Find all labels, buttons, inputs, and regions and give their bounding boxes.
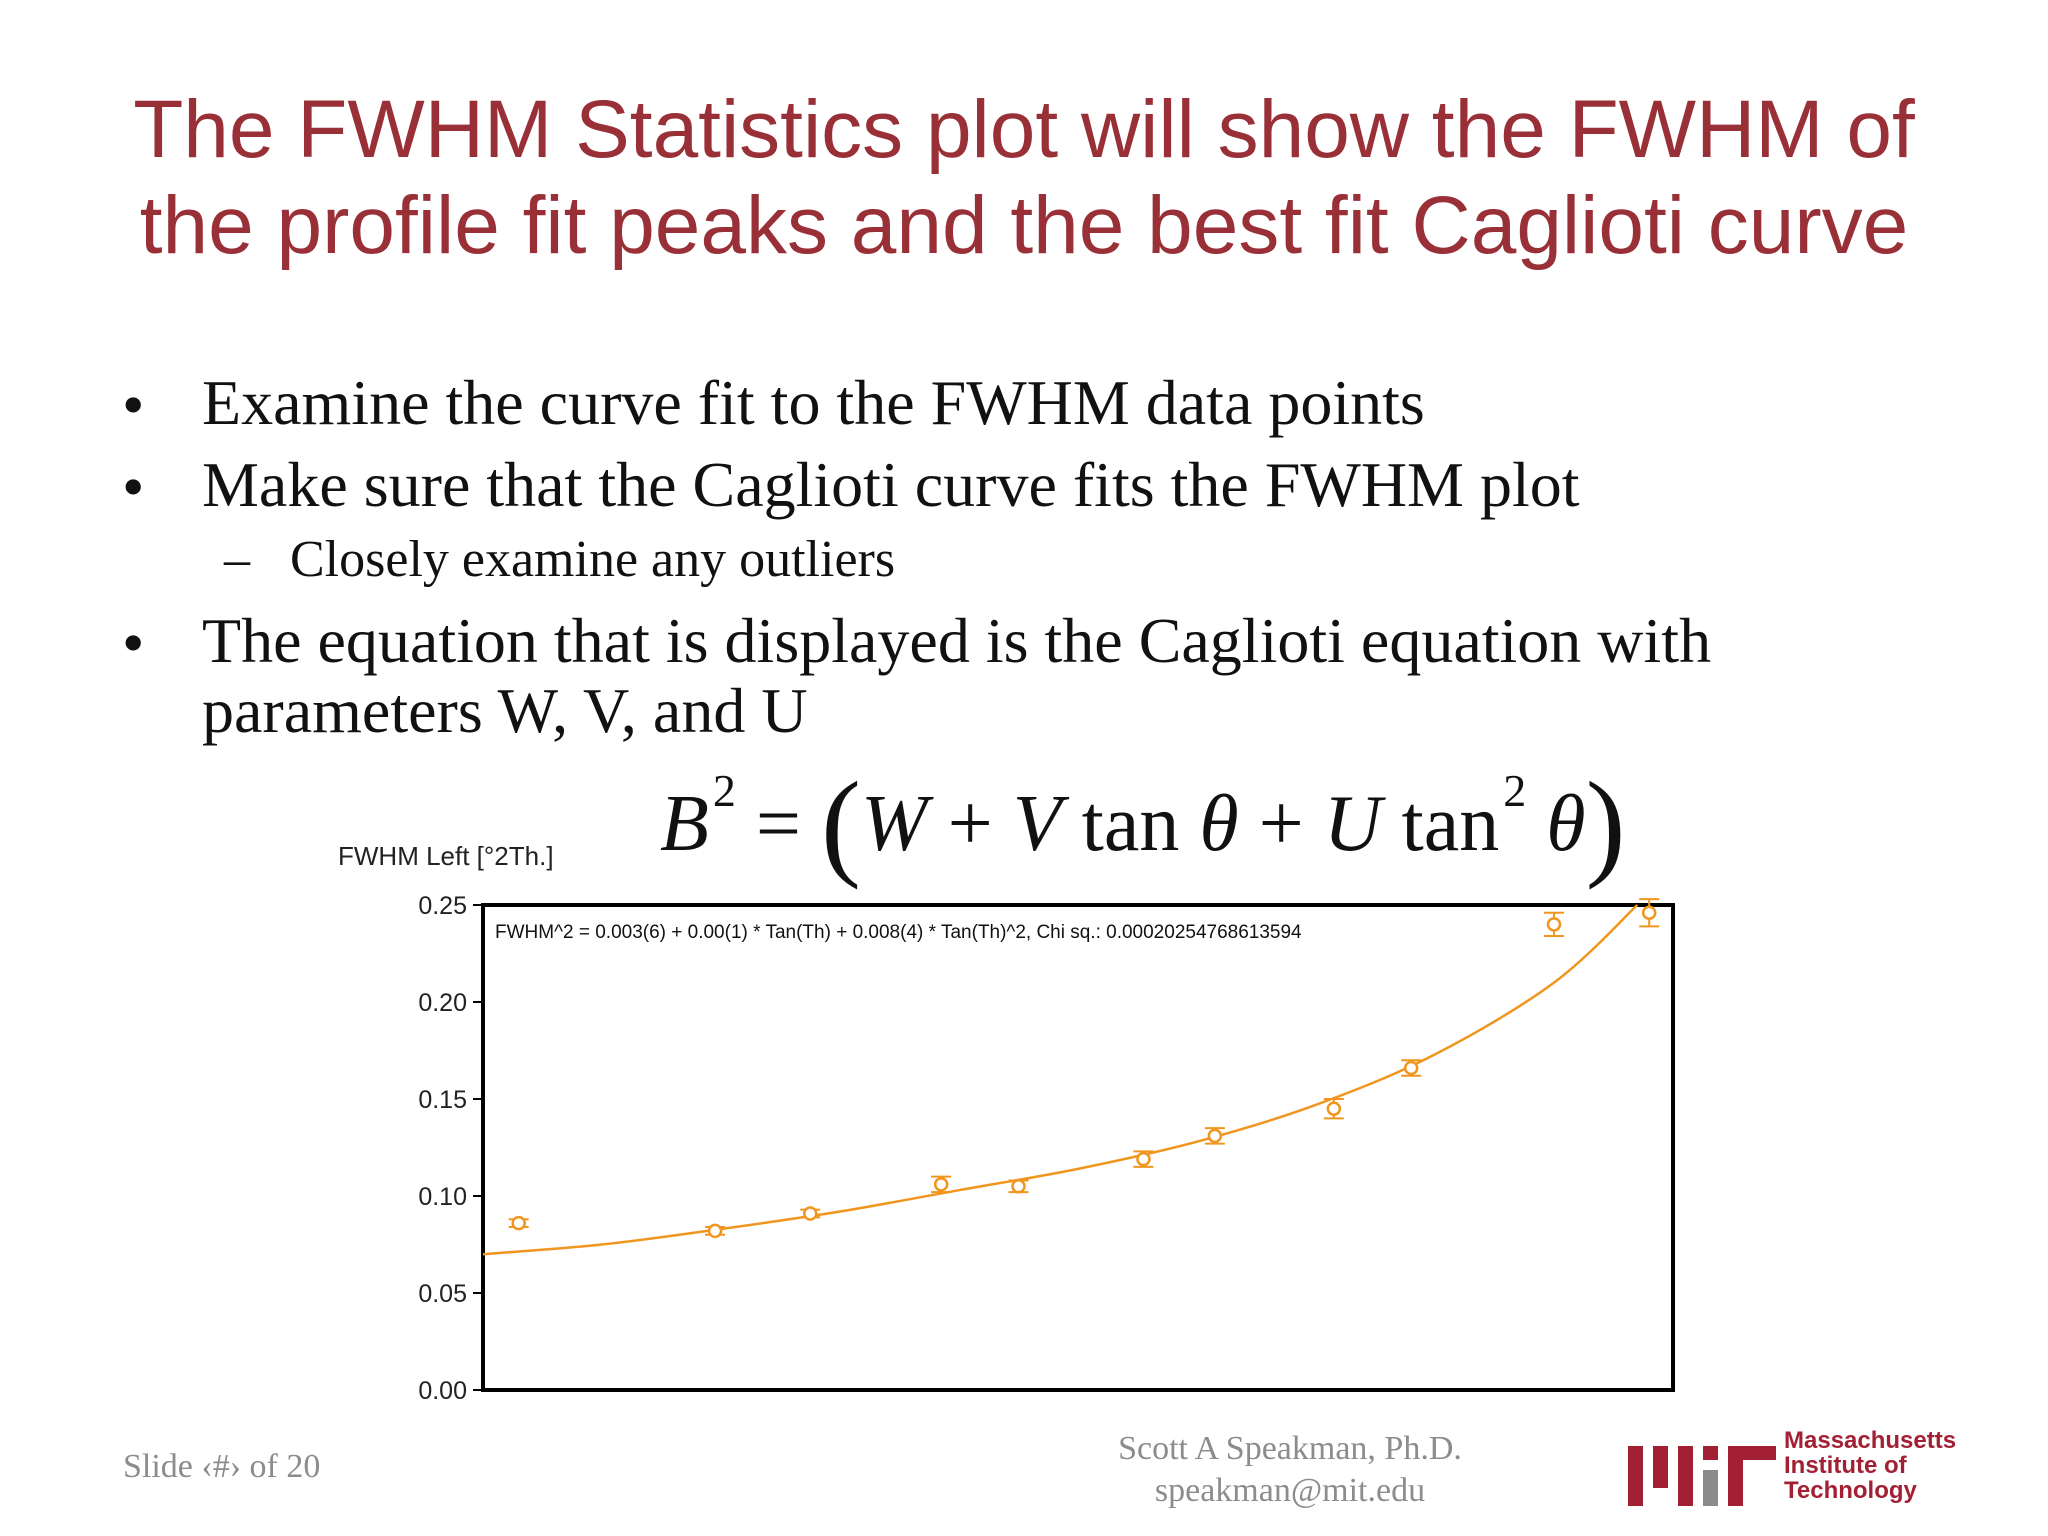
data-point xyxy=(1008,1179,1029,1194)
caglioti-fit-curve xyxy=(482,904,1639,1256)
mit-logo-icon xyxy=(1628,1446,1776,1506)
y-tick-label: 0.05 xyxy=(418,1280,467,1308)
fwhm-chart: FWHM Left [°2Th.] 0.000.050.100.150.200.… xyxy=(338,841,1675,1405)
data-point-marker xyxy=(933,1177,949,1192)
bullet-marker: • xyxy=(122,607,145,678)
bullet-marker: • xyxy=(122,451,145,522)
plot-frame xyxy=(481,903,1675,1392)
fit-equation-annotation: FWHM^2 = 0.003(6) + 0.00(1) * Tan(Th) + … xyxy=(495,922,1302,943)
mit-logo-text: Massachusetts Institute of Technology xyxy=(1784,1428,1956,1503)
y-axis: 0.00 0.05 0.10 0.15 0.20 0.25 xyxy=(418,892,483,1405)
y-tick-label: 0.25 xyxy=(418,892,467,920)
data-point-marker xyxy=(1136,1151,1151,1167)
eq-b: B xyxy=(660,780,709,868)
author-email: speakman@mit.edu xyxy=(1154,1472,1426,1509)
footer-author-block: Scott A Speakman, Ph.D. speakman@mit.edu xyxy=(1020,1428,1560,1512)
data-point-marker xyxy=(1641,905,1657,921)
eq-plus: + xyxy=(947,780,993,868)
data-point xyxy=(1401,1059,1422,1077)
eq-b-exponent: 2 xyxy=(712,765,736,816)
data-point-marker xyxy=(1326,1101,1342,1116)
data-point xyxy=(508,1215,529,1231)
logo-line-3: Technology xyxy=(1784,1477,1917,1504)
slide-title-line-1: The FWHM Statistics plot will show the F… xyxy=(133,84,1915,175)
y-tick-label: 0.20 xyxy=(418,989,467,1017)
data-point xyxy=(931,1175,952,1194)
eq-v: V xyxy=(1012,780,1062,868)
caglioti-equation: B2 = (W + V tan θ + U tan2 θ) xyxy=(660,755,1626,893)
data-point xyxy=(1544,911,1564,938)
data-point-marker xyxy=(1403,1060,1419,1076)
eq-close-paren: ) xyxy=(1585,757,1626,890)
y-tick-label: 0.10 xyxy=(418,1183,467,1211)
eq-tan: tan xyxy=(1401,780,1500,868)
y-axis-label: FWHM Left [°2Th.] xyxy=(338,841,554,871)
data-point-marker xyxy=(511,1215,526,1231)
y-tick-label: 0.15 xyxy=(418,1086,467,1114)
data-point xyxy=(1204,1127,1225,1145)
eq-theta: θ xyxy=(1199,780,1239,868)
eq-u: U xyxy=(1323,780,1382,868)
data-point xyxy=(705,1223,726,1239)
sub-bullet-marker: – xyxy=(224,531,250,588)
data-point xyxy=(1323,1098,1344,1120)
slide-title-line-2: the profile fit peaks and the best fit C… xyxy=(139,180,1909,271)
bullet-marker: • xyxy=(122,369,145,440)
bullet-3-continued: parameters W, V, and U xyxy=(202,675,808,746)
author-name: Scott A Speakman, Ph.D. xyxy=(1118,1430,1462,1467)
data-point-marker xyxy=(1546,917,1562,932)
slide-title: The FWHM Statistics plot will show the F… xyxy=(120,82,1928,274)
eq-plus: + xyxy=(1258,780,1304,868)
bullet-1: Examine the curve fit to the FWHM data p… xyxy=(202,367,1425,438)
data-point xyxy=(1133,1150,1154,1168)
eq-w: W xyxy=(860,780,928,868)
eq-equals: = xyxy=(755,780,801,868)
sub-bullet-1: Closely examine any outliers xyxy=(290,531,896,588)
logo-line-2: Institute of xyxy=(1784,1452,1907,1479)
bullet-3: The equation that is displayed is the Ca… xyxy=(202,605,1712,676)
eq-open-paren: ( xyxy=(821,757,861,890)
data-point xyxy=(800,1206,821,1221)
fwhm-data-points xyxy=(508,898,1660,1239)
eq-tan: tan xyxy=(1081,780,1180,868)
slide-number: Slide ‹#› of 20 xyxy=(123,1448,321,1485)
bullet-2: Make sure that the Caglioti curve fits t… xyxy=(202,449,1580,520)
bullet-list: • Examine the curve fit to the FWHM data… xyxy=(122,367,1712,746)
data-point-marker xyxy=(803,1206,818,1221)
y-tick-label: 0.00 xyxy=(418,1377,467,1405)
data-point-marker xyxy=(707,1223,723,1239)
logo-line-1: Massachusetts xyxy=(1784,1427,1957,1454)
data-point xyxy=(1639,898,1660,928)
data-point-marker xyxy=(1011,1179,1026,1194)
eq-tan-exponent: 2 xyxy=(1503,765,1527,816)
eq-theta: θ xyxy=(1546,780,1586,868)
data-point-marker xyxy=(1207,1128,1223,1144)
